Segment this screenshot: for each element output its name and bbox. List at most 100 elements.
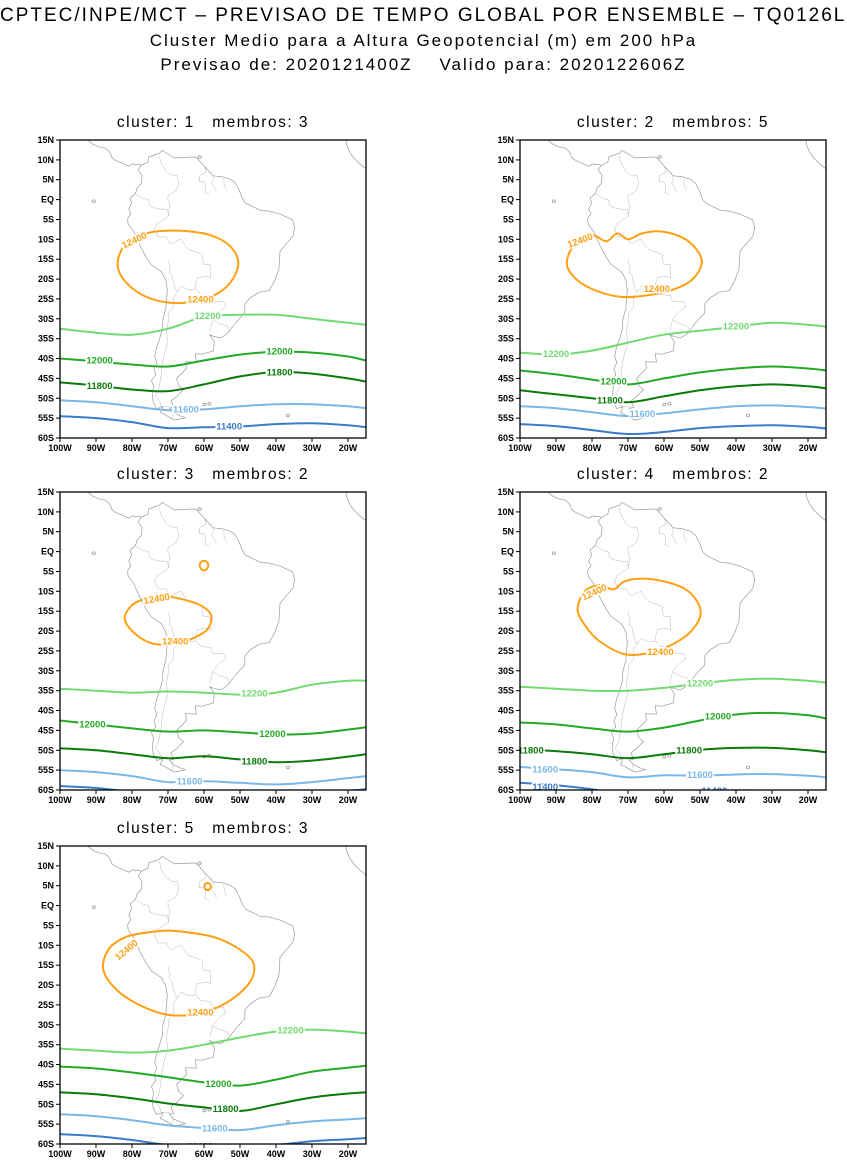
x-tick-label: 40W xyxy=(267,795,286,805)
country-border xyxy=(658,166,670,195)
x-tick-label: 60W xyxy=(655,795,674,805)
y-tick-label: 50S xyxy=(498,393,514,403)
contour-label-11800: 11800 xyxy=(213,1104,239,1115)
y-tick-label: 60S xyxy=(38,433,54,443)
y-tick-label: 20S xyxy=(38,980,54,990)
contour-12200 xyxy=(60,313,366,336)
contour-11600 xyxy=(60,1113,366,1132)
contour-11800 xyxy=(520,746,826,760)
panel-title-5: cluster: 5 membros: 3 xyxy=(116,820,310,837)
y-tick-label: 10S xyxy=(38,234,54,244)
contour-12400-closed xyxy=(123,595,213,646)
country-border xyxy=(614,216,671,289)
country-border xyxy=(155,642,179,760)
map-layer: 12200 12000 12000 11800 11600 12400 12400 xyxy=(60,492,366,790)
x-tick-label: 100W xyxy=(48,795,72,805)
y-tick-label: 40S xyxy=(498,354,514,364)
x-tick-label: 20W xyxy=(339,443,358,453)
y-tick-label: 20S xyxy=(38,626,54,636)
contour-label-12200: 12200 xyxy=(687,679,713,690)
y-tick-label: 50S xyxy=(38,1099,54,1109)
y-tick-label: 45S xyxy=(38,373,54,383)
contour-label-11400: 11400 xyxy=(532,782,558,793)
y-tick-label: 40S xyxy=(38,354,54,364)
x-tick-label: 60W xyxy=(195,443,214,453)
x-tick-label: 60W xyxy=(195,1149,214,1159)
coastline xyxy=(127,501,296,773)
contour-12400-closed xyxy=(576,577,702,656)
x-tick-label: 30W xyxy=(303,795,322,805)
y-tick-label: 15S xyxy=(498,606,514,616)
y-tick-label: 5S xyxy=(43,567,54,577)
header: CPTEC/INPE/MCT – PREVISAO DE TEMPO GLOBA… xyxy=(0,5,847,75)
y-tick-label: 35S xyxy=(498,686,514,696)
country-border xyxy=(154,922,211,995)
y-tick-label: 40S xyxy=(38,706,54,716)
contour-11400 xyxy=(520,781,779,790)
island xyxy=(551,199,556,203)
x-tick-label: 80W xyxy=(583,443,602,453)
cluster-panel-4: cluster: 4 membros: 2 12200 12000 11800 118… xyxy=(486,452,832,806)
y-tick-label: 15S xyxy=(498,254,514,264)
cluster-map-1: 12200 12000 12000 11800 11800 11600 11400 12400… xyxy=(37,135,367,453)
y-tick-label: 60S xyxy=(498,785,514,795)
contour-label-12000: 12000 xyxy=(79,719,105,730)
header-line-2: Cluster Medio para a Altura Geopotencial… xyxy=(149,31,698,50)
y-tick-label: 40S xyxy=(498,706,514,716)
y-tick-label: 25S xyxy=(38,294,54,304)
contour-11600 xyxy=(60,399,366,412)
contour-label-12000: 12000 xyxy=(86,356,112,367)
island xyxy=(745,413,750,418)
contour-label-12200: 12200 xyxy=(723,322,749,333)
y-tick-label: EQ xyxy=(501,195,514,205)
contour-label-12400: 12400 xyxy=(162,636,188,647)
country-border xyxy=(658,518,670,547)
country-border xyxy=(135,193,169,217)
x-tick-label: 50W xyxy=(231,443,250,453)
contour-11800 xyxy=(60,1091,366,1113)
y-tick-label: 45S xyxy=(498,373,514,383)
y-tick-label: 20S xyxy=(498,626,514,636)
contour-11400 xyxy=(60,1133,366,1144)
country-border xyxy=(655,288,687,332)
y-tick-label: 50S xyxy=(38,745,54,755)
x-tick-label: 60W xyxy=(195,795,214,805)
cluster-panel-1: cluster: 1 membros: 3 12200 12000 12000 118… xyxy=(26,100,372,454)
y-tick-label: 5S xyxy=(503,215,514,225)
y-tick-label: 10N xyxy=(497,155,514,165)
country-border xyxy=(195,994,227,1038)
island xyxy=(657,155,662,159)
contour-label-11600: 11600 xyxy=(687,770,713,781)
panel-title-3: cluster: 3 membros: 2 xyxy=(116,466,310,483)
country-border xyxy=(670,524,677,545)
coastline xyxy=(587,501,756,773)
country-border xyxy=(627,612,656,643)
island xyxy=(551,551,556,555)
y-tick-label: 15N xyxy=(37,135,54,145)
island xyxy=(197,507,202,511)
y-tick-label: 50S xyxy=(498,745,514,755)
y-tick-label: 25S xyxy=(38,1000,54,1010)
y-tick-label: 10N xyxy=(497,507,514,517)
country-border xyxy=(619,155,640,217)
y-tick-label: 30S xyxy=(498,314,514,324)
map-layer: 12200 12200 12000 11800 11600 12400 12400 xyxy=(520,140,826,436)
y-tick-label: 20S xyxy=(38,274,54,284)
x-tick-label: 30W xyxy=(763,443,782,453)
contour-label-12000: 12000 xyxy=(205,1079,231,1090)
map-layer: 12200 12000 11800 11800 11600 11600 11400 11400… xyxy=(520,492,826,793)
x-tick-label: 50W xyxy=(231,1149,250,1159)
y-tick-label: 45S xyxy=(38,725,54,735)
y-tick-label: 30S xyxy=(38,666,54,676)
country-border xyxy=(212,1025,230,1036)
x-tick-label: 20W xyxy=(339,795,358,805)
y-tick-label: 10S xyxy=(38,940,54,950)
y-tick-label: 10S xyxy=(498,586,514,596)
header-line-1: CPTEC/INPE/MCT – PREVISAO DE TEMPO GLOBA… xyxy=(0,5,847,26)
contour-label-12400: 12400 xyxy=(647,647,673,658)
country-border xyxy=(670,172,677,193)
x-tick-label: 100W xyxy=(48,1149,72,1159)
island xyxy=(91,551,96,555)
contour-11400 xyxy=(60,415,366,430)
x-tick-label: 60W xyxy=(655,443,674,453)
